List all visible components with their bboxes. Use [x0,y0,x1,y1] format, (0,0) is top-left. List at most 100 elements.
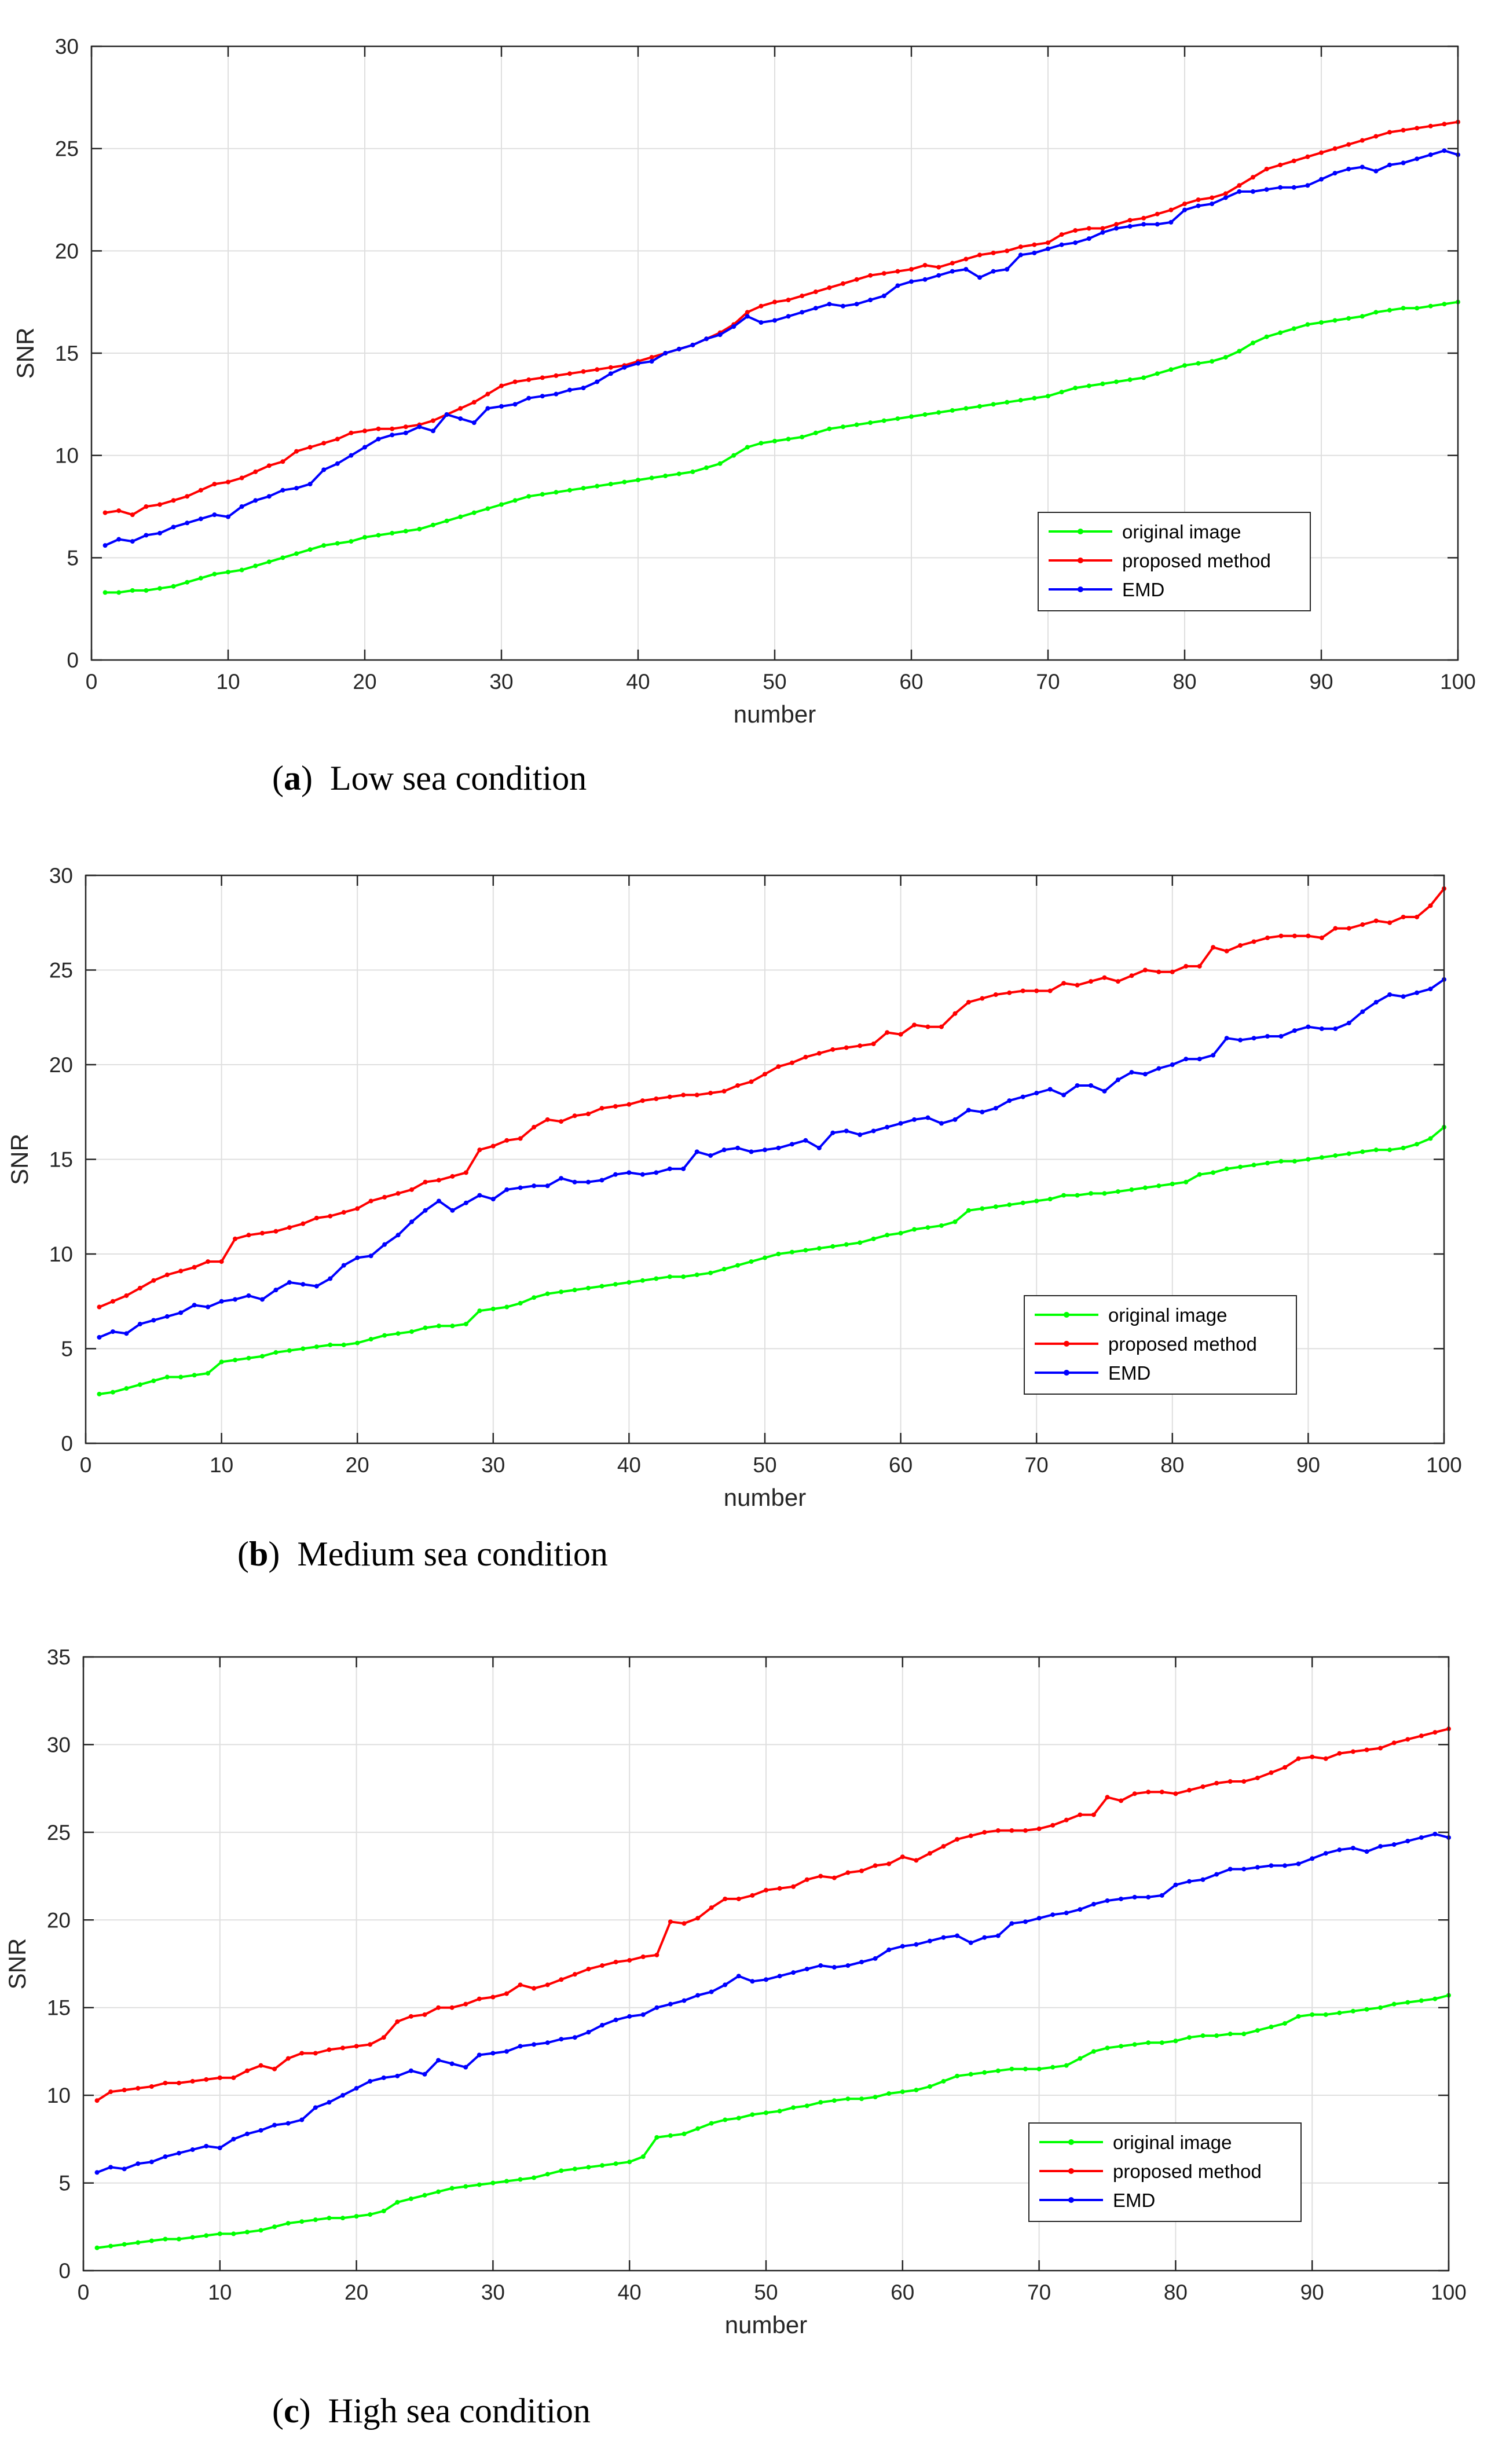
data-point [94,2098,100,2103]
data-point [1105,2045,1110,2051]
data-point [723,2117,728,2122]
x-tick-label: 90 [1296,1453,1320,1477]
legend-label: original image [1122,521,1241,542]
data-point [1265,935,1270,940]
data-point [545,1117,550,1122]
data-point [586,1285,591,1290]
data-point [941,2078,946,2084]
data-point [335,461,340,466]
data-point [941,1935,946,1940]
data-point [613,2161,618,2166]
data-point [982,1935,987,1940]
data-point [681,1092,686,1098]
data-point [1264,334,1269,339]
data-point [695,1993,701,1998]
data-point [417,526,422,531]
data-point [212,512,217,518]
data-point [149,2159,154,2165]
data-point [409,1219,415,1224]
data-point [1432,1730,1438,1735]
data-point [340,2093,346,2098]
data-point [280,459,285,464]
data-point [1089,1083,1094,1088]
data-point [886,2091,892,2096]
data-point [858,1240,863,1245]
data-point [749,1259,754,1264]
data-point [1319,1026,1324,1031]
data-point [307,547,313,552]
data-point [299,2051,305,2056]
data-point [595,483,600,489]
y-axis-label: SNR [6,1134,33,1185]
data-point [436,2058,441,2063]
data-point [1269,2025,1274,2030]
data-point [1183,1179,1189,1185]
data-point [471,399,477,405]
data-point [704,336,709,342]
data-point [122,2242,127,2247]
data-point [1350,1846,1355,1851]
data-point [477,1996,482,2001]
data-point [259,1354,265,1359]
data-point [314,1344,319,1350]
data-point [1319,935,1324,940]
data-point [1020,988,1025,993]
data-point [151,1278,156,1283]
data-point [731,453,736,458]
data-point [613,2017,618,2022]
data-point [1211,945,1216,950]
data-point [1255,2028,1260,2033]
data-point [436,2189,441,2194]
data-point [567,487,572,493]
data-point [927,1851,932,1856]
data-point [871,1042,876,1047]
data-point [327,2100,332,2105]
data-point [1227,1867,1233,1872]
data-point [667,1274,672,1279]
data-point [1405,2000,1410,2005]
data-point [185,520,190,526]
data-point [206,1259,211,1264]
data-point [831,2098,837,2103]
data-point [1119,1798,1124,1803]
data-point [1419,1998,1424,2003]
data-point [177,2236,182,2242]
data-point [1319,1155,1324,1160]
data-point [803,1138,808,1143]
legend-label: original image [1113,2132,1232,2153]
data-point [1332,171,1338,176]
data-point [681,1998,687,2003]
data-point [1346,316,1351,321]
data-point [1401,127,1406,133]
data-point [504,1304,510,1310]
data-point [135,2086,141,2091]
data-point [804,1877,809,1882]
data-point [499,502,504,507]
data-point [708,1153,713,1158]
data-point [1251,189,1255,194]
x-axis-label: number [724,1484,806,1511]
data-point [490,1197,496,1202]
data-point [490,2051,496,2056]
y-axis-label: SNR [12,328,39,379]
data-point [1036,2066,1042,2071]
x-tick-label: 30 [481,2280,505,2304]
data-point [885,1233,890,1238]
caption-letter-a: a [283,759,301,797]
data-point [287,1225,292,1230]
data-point [1360,922,1365,927]
data-point [1292,1028,1297,1033]
data-point [1047,1087,1053,1092]
data-point [717,332,723,338]
data-point [137,1285,142,1290]
legend-marker [1064,1370,1069,1376]
data-point [258,2228,263,2233]
data-point [859,2096,864,2102]
data-point [1306,1024,1311,1029]
data-point [1127,377,1133,382]
data-point [845,2096,851,2102]
x-tick-label: 90 [1300,2280,1324,2304]
data-point [995,1933,1001,1938]
data-point [1378,2005,1383,2010]
data-point [800,434,805,439]
